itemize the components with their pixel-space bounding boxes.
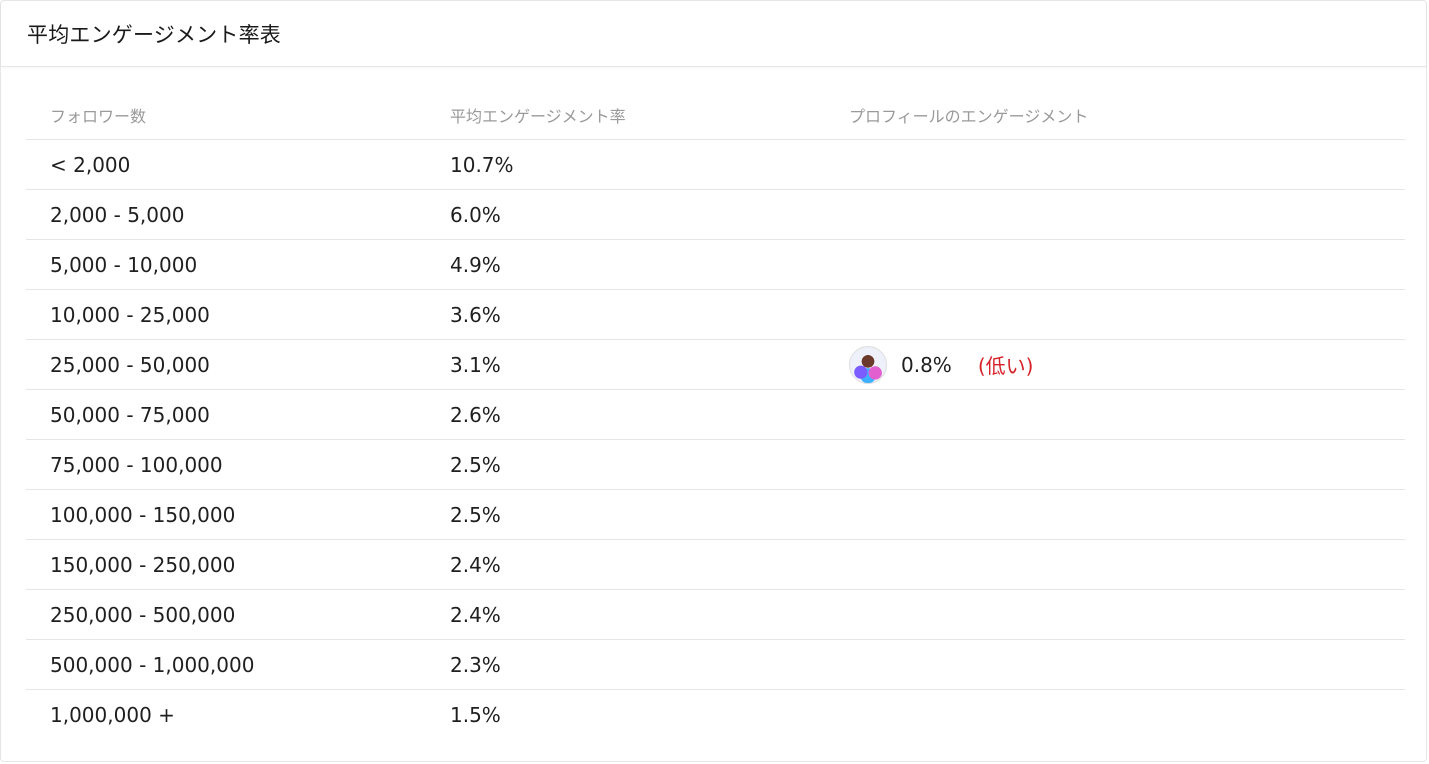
avg-rate-cell: 10.7% [450,152,514,177]
followers-cell: 250,000 - 500,000 [50,602,236,627]
table-row: 500,000 - 1,000,000 2.3% [26,640,1405,690]
followers-cell: 150,000 - 250,000 [50,552,236,577]
header-followers: フォロワー数 [50,107,147,126]
card-title: 平均エンゲージメント率表 [27,22,281,47]
profile-avatar-icon [849,345,887,384]
header-profile-rate: プロフィールのエンゲージメント [849,107,1089,126]
header-avg-rate: 平均エンゲージメント率 [450,107,626,126]
profile-cell: 0.8% (低い) [849,345,1405,384]
card-header: 平均エンゲージメント率表 [1,1,1426,67]
followers-cell: 10,000 - 25,000 [50,302,210,327]
avg-rate-cell: 3.6% [450,302,501,327]
avg-rate-cell: 3.1% [450,352,501,377]
avg-rate-cell: 2.5% [450,502,501,527]
followers-cell: 2,000 - 5,000 [50,202,185,227]
avg-rate-cell: 4.9% [450,252,501,277]
table-row: 25,000 - 50,000 3.1% 0.8% (低い) [26,340,1405,390]
table-row: 10,000 - 25,000 3.6% [26,290,1405,340]
engagement-rate-table: フォロワー数 平均エンゲージメント率 プロフィールのエンゲージメント < 2,0… [26,91,1405,740]
avg-rate-cell: 2.4% [450,552,501,577]
avg-rate-cell: 6.0% [450,202,501,227]
table-row: 1,000,000 + 1.5% [26,690,1405,740]
table-row: 150,000 - 250,000 2.4% [26,540,1405,590]
table-row: 75,000 - 100,000 2.5% [26,440,1405,490]
followers-cell: < 2,000 [50,152,131,177]
table-row: < 2,000 10.7% [26,140,1405,190]
avg-rate-cell: 2.4% [450,602,501,627]
followers-cell: 5,000 - 10,000 [50,252,198,277]
table-row: 50,000 - 75,000 2.6% [26,390,1405,440]
avg-rate-cell: 2.5% [450,452,501,477]
table-header: フォロワー数 平均エンゲージメント率 プロフィールのエンゲージメント [26,91,1405,140]
table-row: 250,000 - 500,000 2.4% [26,590,1405,640]
followers-cell: 500,000 - 1,000,000 [50,652,255,677]
followers-cell: 100,000 - 150,000 [50,502,236,527]
table-row: 2,000 - 5,000 6.0% [26,190,1405,240]
avg-rate-cell: 2.6% [450,402,501,427]
followers-cell: 50,000 - 75,000 [50,402,210,427]
followers-cell: 1,000,000 + [50,703,175,727]
table-row: 100,000 - 150,000 2.5% [26,490,1405,540]
profile-engagement-value: 0.8% [901,352,952,377]
avg-rate-cell: 2.3% [450,652,501,677]
followers-cell: 25,000 - 50,000 [50,352,210,377]
avg-rate-cell: 1.5% [450,703,501,727]
followers-cell: 75,000 - 100,000 [50,452,223,477]
table-row: 5,000 - 10,000 4.9% [26,240,1405,290]
profile-engagement-status: (低い) [977,354,1034,378]
